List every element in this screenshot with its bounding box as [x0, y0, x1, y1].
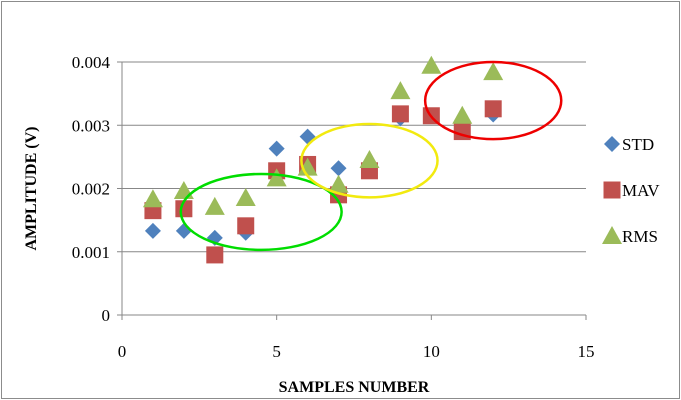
rms-point [235, 187, 256, 206]
rms-point [359, 150, 380, 169]
rms-point [390, 81, 411, 100]
highlight-ellipses [179, 60, 563, 252]
x-tick-label: 10 [423, 342, 440, 361]
std-point [330, 160, 347, 177]
rms-point [452, 105, 473, 124]
legend-item-std: STD [604, 135, 654, 154]
rms-point [266, 168, 287, 187]
mav-point [206, 246, 224, 264]
series-rms [142, 55, 504, 215]
legend-label: RMS [622, 227, 658, 246]
rms-point [421, 55, 442, 74]
rms-point [204, 196, 225, 215]
rms-point [142, 189, 163, 208]
x-tick-label: 5 [272, 342, 281, 361]
legend-label: MAV [622, 181, 660, 200]
legend-square-icon [603, 181, 621, 199]
mav-point [391, 105, 409, 123]
y-tick-label: 0 [102, 306, 111, 325]
x-axis-title: SAMPLES NUMBER [279, 379, 430, 396]
y-axis-title: AMPLITUDE (V) [23, 127, 40, 251]
mav-point [237, 217, 255, 235]
x-tick-label: 0 [118, 342, 127, 361]
y-tick-label: 0.001 [72, 243, 110, 262]
std-point [268, 140, 285, 157]
legend-item-rms: RMS [602, 226, 658, 246]
legend-triangle-icon [602, 226, 622, 244]
std-point [144, 222, 161, 239]
y-tick-label: 0.004 [72, 53, 111, 72]
highlight-ellipse [423, 60, 563, 141]
highlight-ellipse [179, 172, 343, 252]
legend-label: STD [622, 135, 654, 154]
legend: STD MAV RMS [602, 135, 660, 246]
y-tick-label: 0.003 [72, 116, 110, 135]
y-tick-label: 0.002 [72, 180, 110, 199]
x-tick-label: 15 [578, 342, 595, 361]
axes: 0 0.001 0.002 0.003 0.004 0 5 10 15 [72, 53, 595, 361]
rms-point [483, 62, 504, 81]
rms-point [328, 174, 349, 193]
mav-point [484, 100, 502, 118]
legend-diamond-icon [604, 136, 620, 152]
rms-point [297, 157, 318, 176]
legend-item-mav: MAV [603, 181, 660, 200]
highlight-ellipse [300, 122, 439, 199]
